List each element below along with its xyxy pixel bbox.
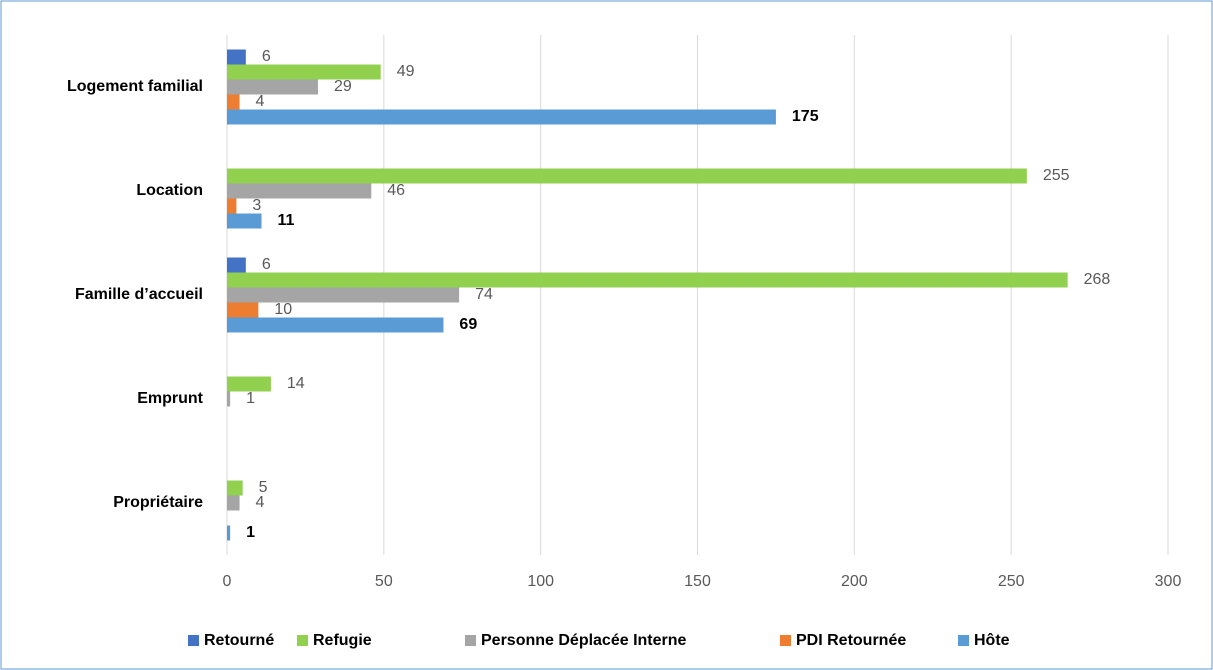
x-tick-label: 200 xyxy=(841,573,868,590)
legend-swatch xyxy=(780,635,791,646)
bar xyxy=(227,525,231,541)
bar xyxy=(227,183,372,199)
value-label: 14 xyxy=(287,375,305,392)
bar xyxy=(227,213,262,229)
value-label: 1 xyxy=(246,524,255,541)
value-label: 255 xyxy=(1043,167,1070,184)
legend-label: PDI Retournée xyxy=(796,632,906,649)
legend-label: Personne Déplacée Interne xyxy=(481,632,687,649)
legend-swatch xyxy=(297,635,308,646)
bar xyxy=(227,198,237,214)
value-label: 4 xyxy=(256,494,265,511)
legend-swatch xyxy=(465,635,476,646)
value-label: 268 xyxy=(1084,271,1111,288)
bar xyxy=(227,64,381,80)
bar xyxy=(227,480,243,496)
x-tick-label: 150 xyxy=(684,573,711,590)
bar xyxy=(227,376,271,392)
value-label: 5 xyxy=(259,479,268,496)
x-tick-label: 0 xyxy=(223,573,232,590)
bar xyxy=(227,391,231,407)
value-label: 49 xyxy=(397,63,415,80)
value-label: 74 xyxy=(475,286,493,303)
category-label: Logement familial xyxy=(67,78,203,95)
bar xyxy=(227,495,240,511)
legend-swatch xyxy=(958,635,969,646)
bar xyxy=(227,257,246,273)
value-label: 29 xyxy=(334,78,352,95)
bar xyxy=(227,287,460,303)
bar xyxy=(227,79,318,95)
legend-swatch xyxy=(188,635,199,646)
bar xyxy=(227,302,259,318)
x-tick-label: 250 xyxy=(998,573,1025,590)
value-label: 6 xyxy=(262,48,271,65)
category-label: Famille d’accueil xyxy=(75,286,203,303)
category-label: Location xyxy=(136,182,203,199)
bar xyxy=(227,272,1068,288)
category-label: Propriétaire xyxy=(113,494,203,511)
value-label: 1 xyxy=(246,390,255,407)
value-label: 10 xyxy=(274,301,292,318)
value-label: 3 xyxy=(252,197,261,214)
x-tick-label: 100 xyxy=(527,573,554,590)
value-label: 6 xyxy=(262,256,271,273)
bar xyxy=(227,317,444,333)
bar xyxy=(227,49,246,65)
legend-label: Hôte xyxy=(974,632,1010,649)
value-label: 175 xyxy=(792,108,819,125)
bar xyxy=(227,168,1027,184)
value-label: 11 xyxy=(278,212,295,229)
value-label: 69 xyxy=(459,316,477,333)
x-tick-label: 50 xyxy=(375,573,393,590)
value-label: 46 xyxy=(387,182,405,199)
x-tick-label: 300 xyxy=(1155,573,1182,590)
bar xyxy=(227,94,240,110)
bar xyxy=(227,109,776,125)
legend-label: Refugie xyxy=(313,632,372,649)
value-label: 4 xyxy=(256,93,265,110)
category-label: Emprunt xyxy=(137,390,203,407)
legend-label: Retourné xyxy=(204,632,274,649)
